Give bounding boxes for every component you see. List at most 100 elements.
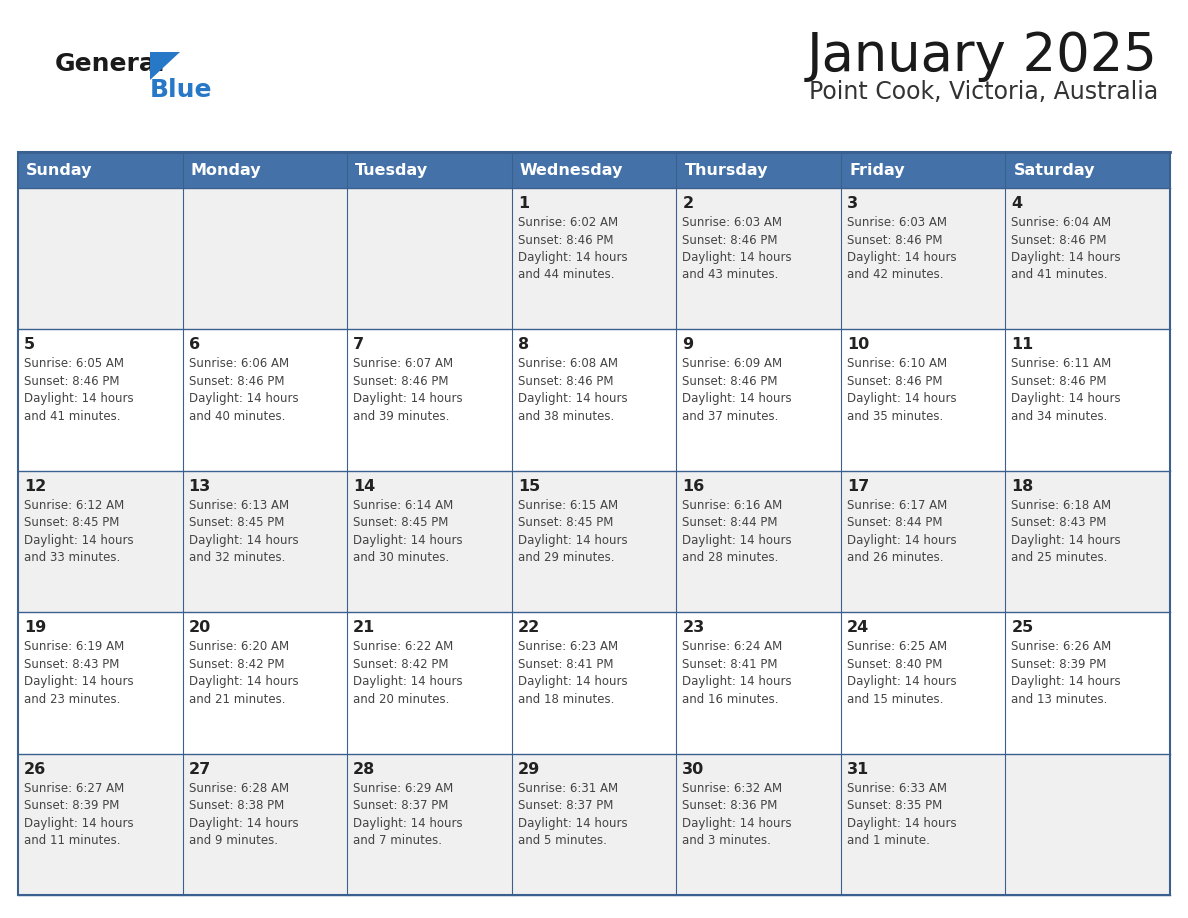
Bar — [1005, 188, 1170, 330]
Text: Sunrise: 6:22 AM
Sunset: 8:42 PM
Daylight: 14 hours
and 20 minutes.: Sunrise: 6:22 AM Sunset: 8:42 PM Dayligh… — [353, 640, 463, 706]
Bar — [676, 612, 841, 754]
Bar — [841, 471, 1005, 612]
Bar — [676, 471, 841, 612]
Bar — [18, 188, 183, 330]
Bar — [1005, 330, 1170, 471]
Text: Sunrise: 6:31 AM
Sunset: 8:37 PM
Daylight: 14 hours
and 5 minutes.: Sunrise: 6:31 AM Sunset: 8:37 PM Dayligh… — [518, 781, 627, 847]
Text: Wednesday: Wednesday — [520, 162, 624, 177]
Text: 11: 11 — [1011, 338, 1034, 353]
Text: 15: 15 — [518, 479, 541, 494]
Bar — [512, 330, 676, 471]
Bar — [1005, 612, 1170, 754]
Bar — [18, 152, 1170, 895]
Text: Sunrise: 6:19 AM
Sunset: 8:43 PM
Daylight: 14 hours
and 23 minutes.: Sunrise: 6:19 AM Sunset: 8:43 PM Dayligh… — [24, 640, 133, 706]
Text: Sunrise: 6:06 AM
Sunset: 8:46 PM
Daylight: 14 hours
and 40 minutes.: Sunrise: 6:06 AM Sunset: 8:46 PM Dayligh… — [189, 357, 298, 423]
Bar — [347, 152, 512, 188]
Text: 26: 26 — [24, 762, 46, 777]
Bar — [1005, 471, 1170, 612]
Text: 8: 8 — [518, 338, 529, 353]
Text: 13: 13 — [189, 479, 210, 494]
Text: Saturday: Saturday — [1013, 162, 1095, 177]
Text: Friday: Friday — [849, 162, 905, 177]
Bar — [18, 612, 183, 754]
Text: 23: 23 — [682, 621, 704, 635]
Text: Sunrise: 6:03 AM
Sunset: 8:46 PM
Daylight: 14 hours
and 42 minutes.: Sunrise: 6:03 AM Sunset: 8:46 PM Dayligh… — [847, 216, 956, 282]
Bar — [676, 330, 841, 471]
Text: 12: 12 — [24, 479, 46, 494]
Text: Sunrise: 6:07 AM
Sunset: 8:46 PM
Daylight: 14 hours
and 39 minutes.: Sunrise: 6:07 AM Sunset: 8:46 PM Dayligh… — [353, 357, 463, 423]
Text: Sunrise: 6:10 AM
Sunset: 8:46 PM
Daylight: 14 hours
and 35 minutes.: Sunrise: 6:10 AM Sunset: 8:46 PM Dayligh… — [847, 357, 956, 423]
Text: 31: 31 — [847, 762, 870, 777]
Bar — [512, 471, 676, 612]
Text: Monday: Monday — [191, 162, 261, 177]
Polygon shape — [150, 52, 181, 80]
Bar — [183, 471, 347, 612]
Text: 20: 20 — [189, 621, 210, 635]
Bar — [18, 471, 183, 612]
Bar — [512, 754, 676, 895]
Text: Point Cook, Victoria, Australia: Point Cook, Victoria, Australia — [809, 80, 1158, 104]
Text: 17: 17 — [847, 479, 870, 494]
Text: Sunrise: 6:25 AM
Sunset: 8:40 PM
Daylight: 14 hours
and 15 minutes.: Sunrise: 6:25 AM Sunset: 8:40 PM Dayligh… — [847, 640, 956, 706]
Bar — [347, 754, 512, 895]
Text: Sunrise: 6:24 AM
Sunset: 8:41 PM
Daylight: 14 hours
and 16 minutes.: Sunrise: 6:24 AM Sunset: 8:41 PM Dayligh… — [682, 640, 792, 706]
Text: 2: 2 — [682, 196, 694, 211]
Text: 21: 21 — [353, 621, 375, 635]
Text: 19: 19 — [24, 621, 46, 635]
Bar — [841, 330, 1005, 471]
Text: Sunrise: 6:15 AM
Sunset: 8:45 PM
Daylight: 14 hours
and 29 minutes.: Sunrise: 6:15 AM Sunset: 8:45 PM Dayligh… — [518, 498, 627, 565]
Text: 1: 1 — [518, 196, 529, 211]
Text: 24: 24 — [847, 621, 870, 635]
Text: 6: 6 — [189, 338, 200, 353]
Bar — [841, 152, 1005, 188]
Text: Sunrise: 6:02 AM
Sunset: 8:46 PM
Daylight: 14 hours
and 44 minutes.: Sunrise: 6:02 AM Sunset: 8:46 PM Dayligh… — [518, 216, 627, 282]
Bar — [18, 152, 183, 188]
Text: 28: 28 — [353, 762, 375, 777]
Bar — [183, 152, 347, 188]
Text: 18: 18 — [1011, 479, 1034, 494]
Bar — [347, 188, 512, 330]
Bar — [347, 612, 512, 754]
Bar — [676, 188, 841, 330]
Bar — [676, 152, 841, 188]
Bar — [841, 754, 1005, 895]
Bar — [18, 330, 183, 471]
Text: Sunday: Sunday — [26, 162, 93, 177]
Text: 27: 27 — [189, 762, 210, 777]
Text: 3: 3 — [847, 196, 858, 211]
Bar — [841, 612, 1005, 754]
Text: Sunrise: 6:27 AM
Sunset: 8:39 PM
Daylight: 14 hours
and 11 minutes.: Sunrise: 6:27 AM Sunset: 8:39 PM Dayligh… — [24, 781, 133, 847]
Bar — [841, 188, 1005, 330]
Bar — [1005, 754, 1170, 895]
Text: 16: 16 — [682, 479, 704, 494]
Text: Sunrise: 6:05 AM
Sunset: 8:46 PM
Daylight: 14 hours
and 41 minutes.: Sunrise: 6:05 AM Sunset: 8:46 PM Dayligh… — [24, 357, 133, 423]
Bar — [512, 188, 676, 330]
Text: Tuesday: Tuesday — [355, 162, 429, 177]
Text: 29: 29 — [518, 762, 541, 777]
Text: January 2025: January 2025 — [807, 30, 1158, 82]
Bar — [1005, 152, 1170, 188]
Bar — [512, 612, 676, 754]
Text: Sunrise: 6:03 AM
Sunset: 8:46 PM
Daylight: 14 hours
and 43 minutes.: Sunrise: 6:03 AM Sunset: 8:46 PM Dayligh… — [682, 216, 792, 282]
Text: Blue: Blue — [150, 78, 213, 102]
Text: 14: 14 — [353, 479, 375, 494]
Text: Sunrise: 6:26 AM
Sunset: 8:39 PM
Daylight: 14 hours
and 13 minutes.: Sunrise: 6:26 AM Sunset: 8:39 PM Dayligh… — [1011, 640, 1121, 706]
Bar — [18, 754, 183, 895]
Text: 4: 4 — [1011, 196, 1023, 211]
Bar — [512, 152, 676, 188]
Bar — [676, 754, 841, 895]
Bar — [183, 330, 347, 471]
Text: Thursday: Thursday — [684, 162, 767, 177]
Text: 5: 5 — [24, 338, 36, 353]
Text: Sunrise: 6:16 AM
Sunset: 8:44 PM
Daylight: 14 hours
and 28 minutes.: Sunrise: 6:16 AM Sunset: 8:44 PM Dayligh… — [682, 498, 792, 565]
Text: Sunrise: 6:12 AM
Sunset: 8:45 PM
Daylight: 14 hours
and 33 minutes.: Sunrise: 6:12 AM Sunset: 8:45 PM Dayligh… — [24, 498, 133, 565]
Text: 22: 22 — [518, 621, 541, 635]
Text: Sunrise: 6:20 AM
Sunset: 8:42 PM
Daylight: 14 hours
and 21 minutes.: Sunrise: 6:20 AM Sunset: 8:42 PM Dayligh… — [189, 640, 298, 706]
Bar — [347, 330, 512, 471]
Bar — [183, 188, 347, 330]
Text: Sunrise: 6:33 AM
Sunset: 8:35 PM
Daylight: 14 hours
and 1 minute.: Sunrise: 6:33 AM Sunset: 8:35 PM Dayligh… — [847, 781, 956, 847]
Text: Sunrise: 6:29 AM
Sunset: 8:37 PM
Daylight: 14 hours
and 7 minutes.: Sunrise: 6:29 AM Sunset: 8:37 PM Dayligh… — [353, 781, 463, 847]
Text: Sunrise: 6:32 AM
Sunset: 8:36 PM
Daylight: 14 hours
and 3 minutes.: Sunrise: 6:32 AM Sunset: 8:36 PM Dayligh… — [682, 781, 792, 847]
Text: 7: 7 — [353, 338, 365, 353]
Text: Sunrise: 6:13 AM
Sunset: 8:45 PM
Daylight: 14 hours
and 32 minutes.: Sunrise: 6:13 AM Sunset: 8:45 PM Dayligh… — [189, 498, 298, 565]
